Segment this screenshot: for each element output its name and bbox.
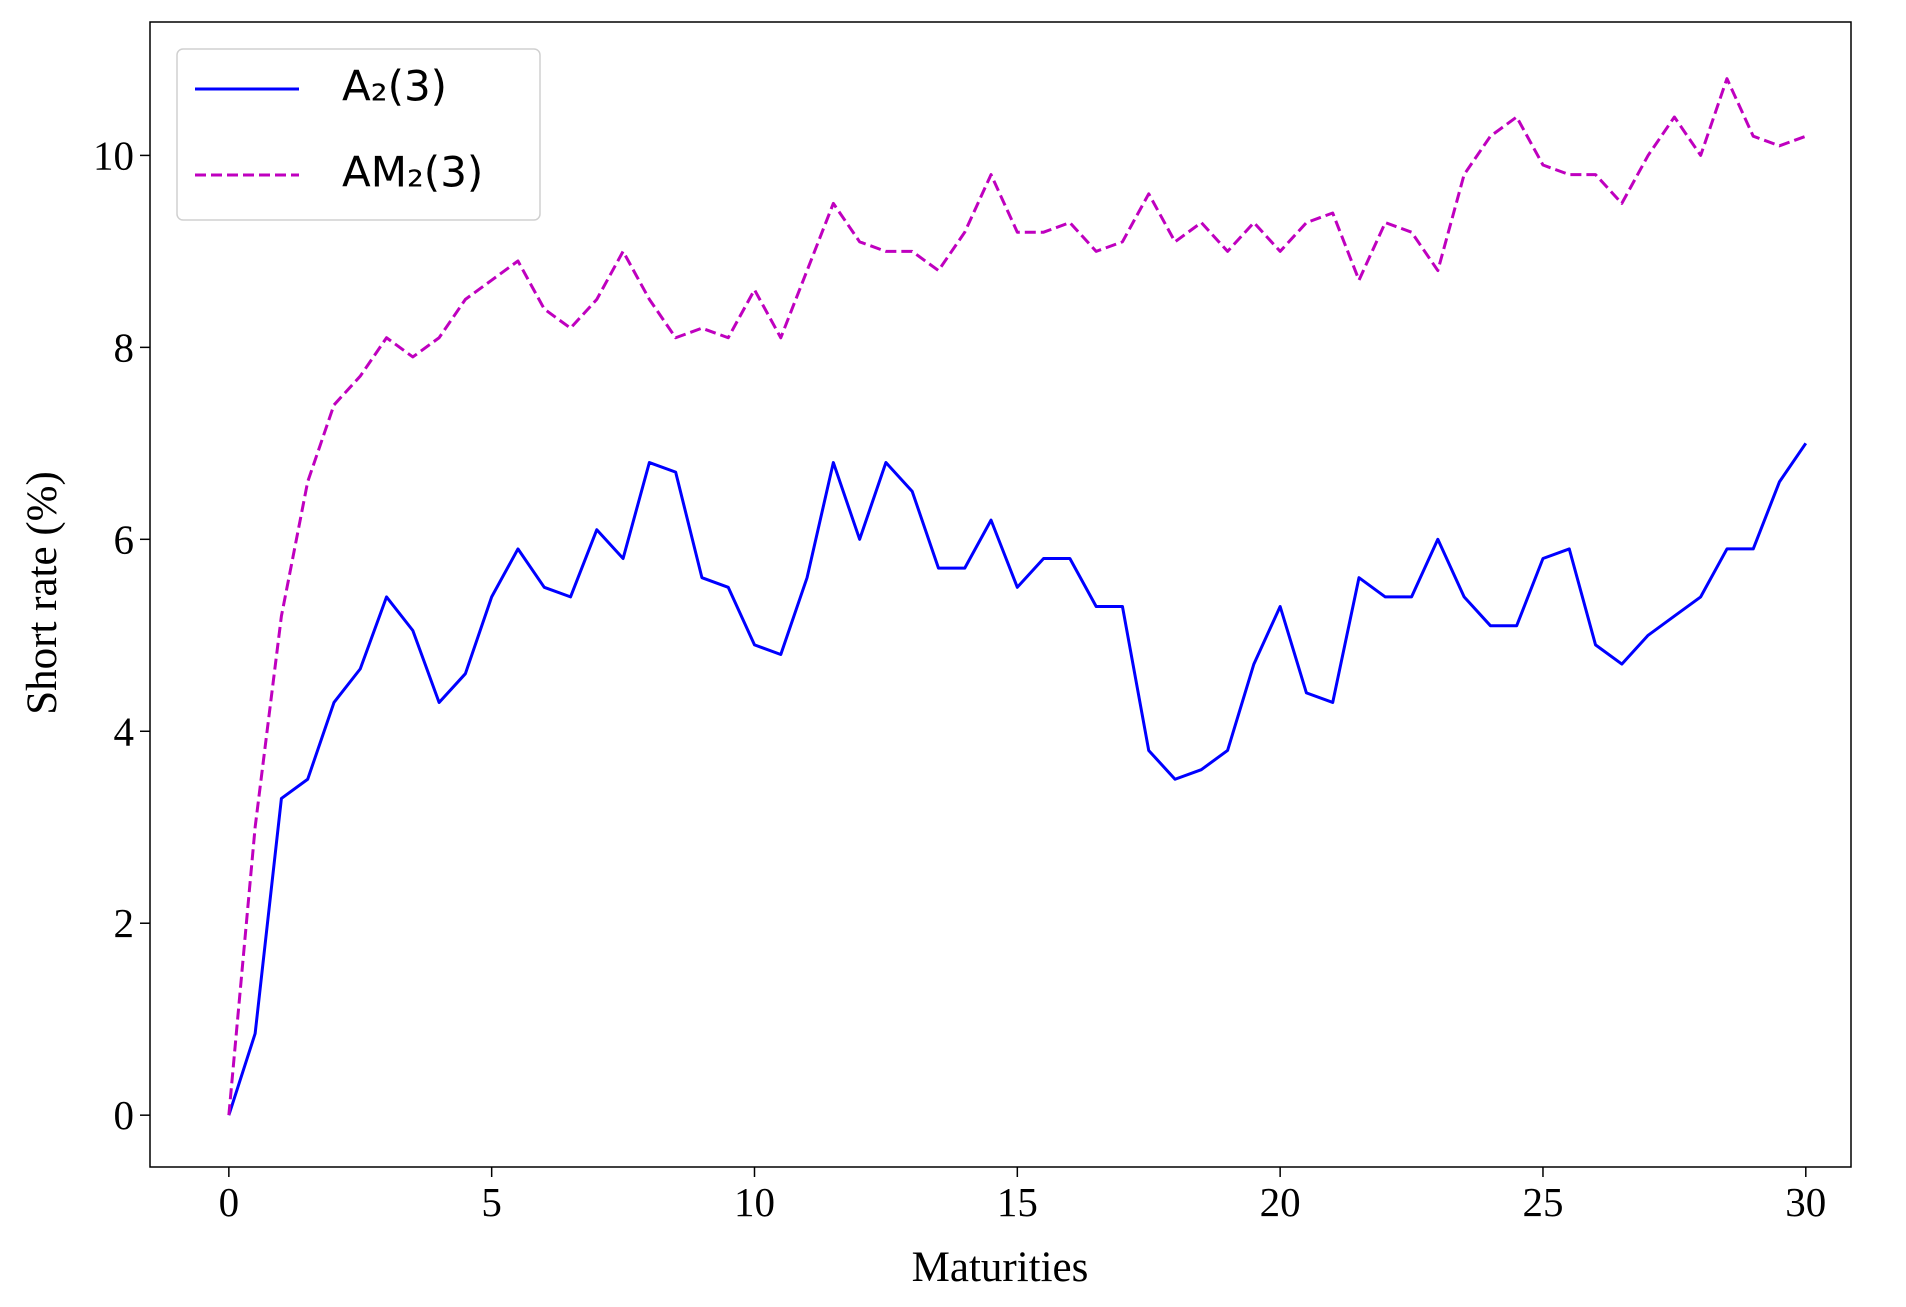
x-axis-label: Maturities bbox=[912, 1244, 1089, 1291]
y-tick-label: 0 bbox=[114, 1092, 135, 1138]
x-tick-label: 5 bbox=[481, 1179, 502, 1225]
series-line bbox=[227, 77, 1807, 1116]
y-tick-label: 4 bbox=[114, 708, 135, 754]
x-tick-label: 0 bbox=[219, 1179, 240, 1225]
y-tick-label: 2 bbox=[114, 900, 135, 946]
x-tick-label: 25 bbox=[1522, 1179, 1563, 1225]
x-tick-label: 10 bbox=[734, 1179, 775, 1225]
legend-label: A₂(3) bbox=[342, 62, 447, 111]
x-tick-label: 15 bbox=[997, 1179, 1038, 1225]
plot-frame bbox=[149, 21, 1852, 1168]
series-line bbox=[227, 442, 1808, 1116]
y-axis-label: Short rate (%) bbox=[19, 471, 66, 715]
y-tick-label: 10 bbox=[93, 132, 134, 178]
x-tick-label: 30 bbox=[1785, 1179, 1826, 1225]
legend-label: AM₂(3) bbox=[342, 148, 483, 197]
legend: A₂(3) AM₂(3) bbox=[176, 48, 541, 221]
y-tick-label: 8 bbox=[114, 324, 135, 370]
x-tick-label: 20 bbox=[1260, 1179, 1301, 1225]
y-tick-label: 6 bbox=[114, 516, 135, 562]
legend-box bbox=[176, 48, 541, 221]
